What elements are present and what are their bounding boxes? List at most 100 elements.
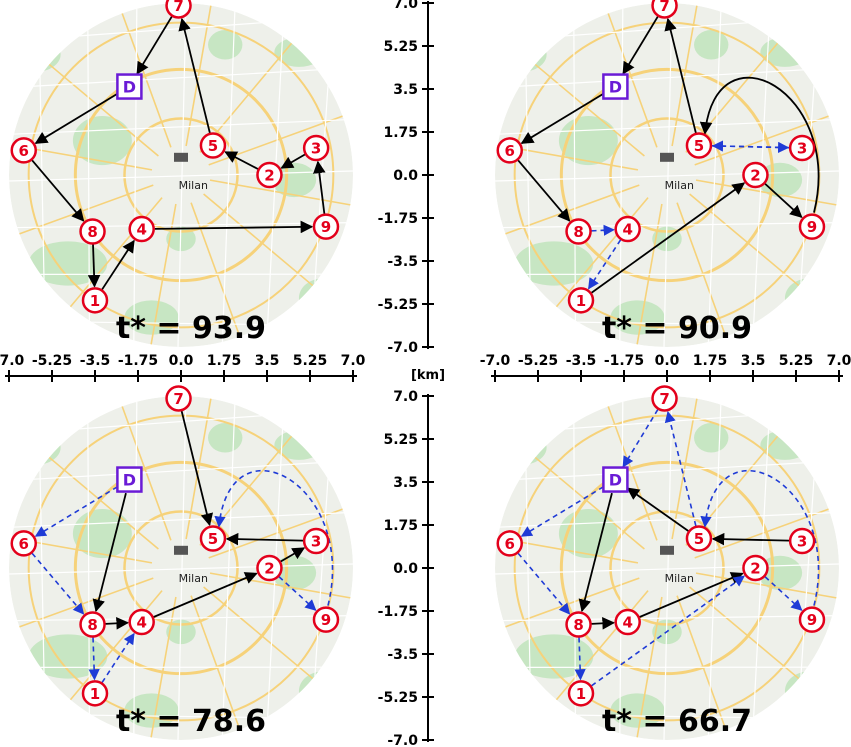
x-tick-label: -5.25 (32, 353, 72, 369)
route-edge (639, 572, 744, 618)
route-edge (578, 492, 613, 613)
node-label: 1 (576, 685, 586, 703)
customer-node: 2 (742, 554, 769, 582)
customer-node: 3 (302, 134, 330, 162)
node-label: 7 (659, 0, 669, 15)
route-edge (588, 239, 622, 290)
objective-value: t* = 90.9 (602, 311, 752, 346)
route-edge (764, 183, 803, 219)
node-label: 9 (807, 611, 817, 629)
node-label: 1 (90, 292, 100, 310)
route-edge (313, 160, 326, 214)
x-tick-label: 0.0 (655, 353, 680, 369)
cathedral-icon (660, 545, 674, 555)
route-edge (101, 239, 135, 290)
node-label: 6 (505, 535, 515, 553)
x-axis: -7.0 -5.25 -3.5 -1.75 0.0 1.75 3.5 5.25 7.0 (480, 353, 851, 382)
y-tick-label: -1.75 (378, 211, 418, 227)
route-edge (622, 16, 659, 75)
customer-node: 6 (10, 137, 37, 164)
x-tick-label: 5.25 (779, 353, 814, 369)
y-tick-label: 0.0 (393, 168, 418, 184)
node-label: 9 (321, 611, 331, 629)
x-tick-label: 7.0 (827, 353, 851, 369)
map-background (9, 396, 353, 740)
y-tick-label: -5.25 (378, 297, 418, 313)
node-label: 5 (208, 530, 218, 548)
customer-node: 4 (128, 215, 155, 243)
route-edge (591, 617, 615, 630)
route-edge (180, 410, 214, 527)
depot-node: D (602, 466, 629, 493)
customer-node: 7 (165, 385, 192, 412)
node-label: 5 (694, 137, 704, 155)
route-edge (517, 159, 571, 222)
route-panel: Milan 1 2 3 4 5 6 7 8 9 Dt* = 93.9 (9, 0, 353, 347)
node-label: 1 (90, 685, 100, 703)
route-edge (591, 575, 745, 687)
customer-node: 9 (312, 213, 340, 240)
node-label: 4 (136, 614, 146, 632)
route-edge (214, 469, 334, 606)
city-label: Milan (179, 179, 208, 192)
y-tick-label: -3.5 (387, 647, 418, 663)
route-edge (591, 182, 746, 294)
x-tick-label: -3.5 (566, 353, 597, 369)
customer-node: 5 (685, 525, 713, 552)
customer-node: 9 (312, 606, 340, 633)
route-panel: Milan 1 2 3 4 5 6 7 8 9 Dt* = 66.7 (495, 385, 839, 740)
node-label: 6 (19, 535, 29, 553)
cathedral-icon (174, 152, 188, 162)
route-edge (622, 409, 659, 468)
map-background (9, 3, 353, 347)
depot-label: D (123, 471, 136, 490)
route-edge (88, 637, 100, 681)
node-label: 6 (19, 142, 29, 160)
route-edge (280, 153, 306, 169)
customer-node: 1 (81, 680, 109, 707)
panels: Milan 1 2 3 4 5 6 7 8 9 Dt* = 93.9 Milan 1 2 3 4 5 6 7 8 9 Dt… (9, 0, 839, 740)
node-label: 9 (321, 218, 331, 236)
customer-node: 6 (10, 530, 37, 557)
customer-node: 3 (302, 527, 330, 555)
route-panel: Milan 1 2 3 4 5 6 7 8 9 Dt* = 90.9 (495, 0, 839, 347)
route-edge (178, 17, 211, 134)
route-edge (574, 637, 586, 681)
route-edge (520, 93, 604, 144)
route-edge (153, 572, 258, 618)
route-edge (101, 632, 135, 683)
customer-node: 1 (567, 287, 595, 314)
customer-node: 2 (742, 161, 769, 189)
x-axis: -7.0 -5.25 -3.5 -1.75 0.0 1.75 3.5 5.25 7.0 (0, 353, 366, 382)
node-label: 3 (797, 532, 807, 550)
y-tick-label: 1.75 (383, 125, 418, 141)
depot-node: D (602, 73, 629, 100)
node-label: 4 (622, 614, 632, 632)
node-label: 1 (576, 292, 586, 310)
customer-node: 8 (79, 611, 106, 638)
route-panel: Milan 1 2 3 4 5 6 7 8 9 Dt* = 78.6 (9, 385, 353, 740)
customer-node: 8 (565, 218, 592, 245)
route-edge (92, 492, 127, 613)
node-label: 2 (264, 167, 274, 185)
customer-node: 9 (798, 606, 826, 633)
cathedral-icon (660, 152, 674, 162)
y-tick-label: 7.0 (393, 0, 418, 12)
depot-label: D (123, 78, 136, 97)
route-edge (711, 140, 790, 152)
y-tick-label: 5.25 (383, 432, 418, 448)
x-tick-label: 1.75 (693, 353, 728, 369)
route-edge (34, 93, 118, 144)
y-tick-label: 7.0 (393, 389, 418, 405)
route-edge (626, 487, 689, 532)
x-tick-label: 3.5 (741, 353, 766, 369)
route-edge (31, 552, 85, 615)
customer-node: 6 (496, 137, 523, 164)
node-label: 2 (264, 560, 274, 578)
route-edge (699, 76, 820, 213)
y-tick-label: -7.0 (387, 733, 418, 747)
x-tick-label: 3.5 (255, 353, 280, 369)
route-edge (136, 16, 173, 75)
route-edge (664, 410, 697, 527)
unit-label: [km] (411, 368, 445, 383)
